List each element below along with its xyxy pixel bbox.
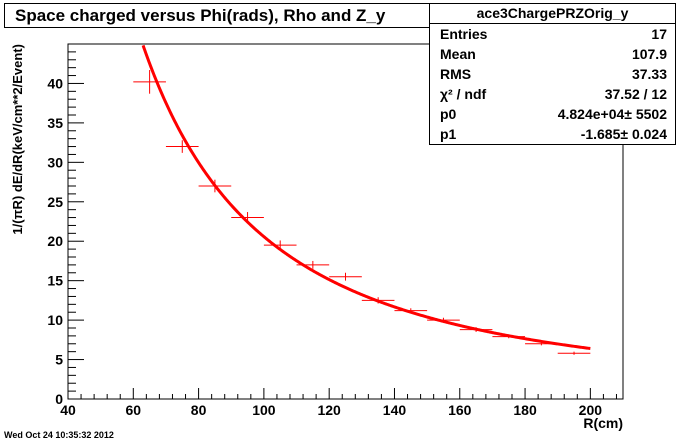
x-tick-label: 120 bbox=[317, 402, 341, 418]
timestamp-footer: Wed Oct 24 10:35:32 2012 bbox=[4, 430, 114, 440]
stats-row-p0: p0 4.824e+04± 5502 bbox=[430, 104, 675, 124]
y-tick-label: 0 bbox=[55, 391, 63, 407]
x-tick-label: 40 bbox=[60, 402, 76, 418]
x-axis-label: R(cm) bbox=[583, 415, 623, 431]
y-tick-label: 20 bbox=[47, 233, 63, 249]
axis-tick-labels: 40 60 80 100 120 140 160 180 200 0 5 10 15 20 25 30 35 40 bbox=[47, 75, 602, 418]
stats-row-p1: p1 -1.685± 0.024 bbox=[430, 124, 675, 144]
data-point bbox=[165, 140, 199, 153]
data-point bbox=[329, 272, 362, 281]
y-tick-label: 40 bbox=[47, 75, 63, 91]
stats-value: 4.824e+04± 5502 bbox=[557, 106, 667, 122]
y-tick-label: 15 bbox=[47, 273, 63, 289]
stats-row-rms: RMS 37.33 bbox=[430, 64, 675, 84]
y-axis-label: 1/(πR) dE/dR(keV/cm**2/Event) bbox=[10, 44, 25, 235]
y-tick-label: 25 bbox=[47, 194, 63, 210]
plot-title: Space charged versus Phi(rads), Rho and … bbox=[4, 3, 482, 28]
axis-ticks bbox=[67, 51, 617, 400]
stats-value: 37.52 / 12 bbox=[604, 86, 667, 102]
x-tick-label: 140 bbox=[383, 402, 407, 418]
y-tick-label: 35 bbox=[47, 115, 63, 131]
y-tick-label: 30 bbox=[47, 154, 63, 170]
axes-frame bbox=[67, 43, 624, 400]
x-tick-label: 80 bbox=[191, 402, 207, 418]
stats-label: p0 bbox=[440, 106, 457, 122]
stats-value: 17 bbox=[651, 26, 667, 42]
data-point bbox=[557, 351, 591, 355]
stats-label: χ² / ndf bbox=[440, 86, 487, 102]
stats-row-mean: Mean 107.9 bbox=[430, 44, 675, 64]
x-tick-label: 160 bbox=[448, 402, 472, 418]
plot-title-text: Space charged versus Phi(rads), Rho and … bbox=[15, 6, 386, 25]
fit-curve bbox=[141, 44, 591, 350]
stats-row-chi2: χ² / ndf 37.52 / 12 bbox=[430, 84, 675, 104]
data-point bbox=[133, 70, 166, 94]
stats-value: -1.685± 0.024 bbox=[580, 126, 667, 142]
x-tick-label: 100 bbox=[252, 402, 276, 418]
stats-box: ace3ChargePRZOrig_y Entries 17 Mean 107.… bbox=[429, 3, 676, 145]
stats-row-entries: Entries 17 bbox=[430, 24, 675, 44]
x-tick-label: 200 bbox=[579, 402, 603, 418]
stats-value: 107.9 bbox=[631, 46, 667, 62]
plot-frame bbox=[67, 43, 624, 400]
stats-label: Mean bbox=[440, 46, 476, 62]
stats-value: 37.33 bbox=[631, 66, 667, 82]
y-tick-label: 5 bbox=[55, 352, 63, 368]
y-tick-label: 10 bbox=[47, 312, 63, 328]
stats-label: Entries bbox=[440, 26, 488, 42]
stats-label: RMS bbox=[440, 66, 472, 82]
stats-label: p1 bbox=[440, 126, 457, 142]
data-points bbox=[133, 70, 591, 355]
fit-curve-group bbox=[141, 44, 591, 350]
x-tick-label: 60 bbox=[126, 402, 142, 418]
x-tick-label: 180 bbox=[513, 402, 537, 418]
stats-histogram-name: ace3ChargePRZOrig_y bbox=[430, 4, 675, 24]
